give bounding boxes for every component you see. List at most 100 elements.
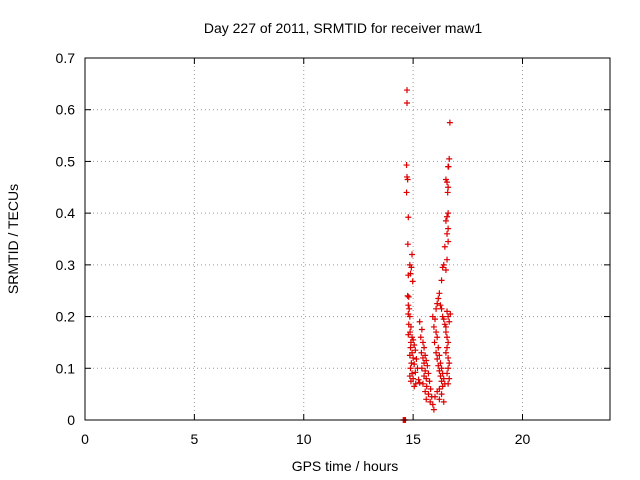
data-point	[416, 318, 423, 325]
data-point	[422, 367, 429, 374]
data-point	[424, 362, 431, 369]
data-points	[400, 87, 454, 423]
data-point	[446, 360, 453, 367]
data-point	[404, 241, 411, 248]
data-point	[446, 318, 453, 325]
data-point	[407, 378, 414, 385]
data-point	[423, 383, 430, 390]
data-point	[429, 401, 436, 408]
data-point	[425, 391, 432, 398]
x-tick-label: 10	[296, 431, 312, 447]
data-point	[405, 214, 412, 221]
x-tick-label: 20	[515, 431, 531, 447]
data-point	[440, 398, 447, 405]
data-point	[405, 331, 412, 338]
data-point	[445, 184, 452, 191]
data-point	[433, 305, 440, 312]
data-point	[445, 210, 452, 217]
data-point	[418, 326, 425, 333]
data-point	[411, 361, 418, 368]
data-point	[444, 256, 451, 263]
data-point	[421, 344, 428, 351]
data-point	[444, 189, 451, 196]
data-point	[421, 360, 428, 367]
data-point	[406, 305, 413, 312]
data-point	[405, 272, 412, 279]
data-point	[445, 380, 452, 387]
data-point	[404, 292, 411, 299]
data-point	[418, 365, 425, 372]
data-point	[404, 87, 410, 94]
data-point	[434, 334, 441, 341]
data-point	[444, 230, 451, 237]
data-point	[408, 360, 415, 367]
data-point	[442, 349, 449, 356]
data-point	[435, 344, 442, 351]
data-point	[444, 213, 451, 220]
axis-ticks: 0 5 10 15 20 0 0.1 0.2 0.3 0.4 0.5 0.6 0.7	[56, 50, 610, 447]
data-point	[435, 362, 442, 369]
data-point	[406, 373, 413, 380]
data-point	[445, 238, 452, 245]
data-point	[412, 369, 419, 376]
data-point	[445, 163, 452, 170]
data-point	[415, 376, 422, 383]
data-point	[438, 391, 445, 398]
data-point	[438, 305, 445, 312]
data-point	[434, 355, 441, 362]
data-point	[405, 302, 412, 309]
data-point	[426, 378, 433, 385]
data-point	[419, 354, 426, 361]
x-tick-label: 5	[190, 431, 198, 447]
data-point	[442, 176, 449, 183]
data-point	[444, 308, 451, 315]
data-point	[436, 367, 443, 374]
data-point	[406, 313, 413, 320]
data-point	[404, 99, 410, 106]
data-point	[432, 316, 438, 323]
data-point	[411, 342, 418, 349]
data-point	[442, 329, 449, 336]
data-point	[403, 162, 410, 169]
data-point	[442, 267, 449, 274]
data-point	[418, 349, 425, 356]
data-point	[409, 251, 416, 258]
data-point	[444, 334, 451, 341]
data-point	[445, 365, 452, 372]
data-point	[407, 323, 414, 330]
data-point	[404, 176, 411, 183]
y-axis-label: SRMTID / TECUs	[5, 184, 21, 294]
x-tick-label: 15	[405, 431, 421, 447]
data-point	[444, 344, 451, 351]
data-point	[446, 155, 453, 162]
data-point	[438, 277, 445, 284]
data-point	[410, 354, 417, 361]
data-point	[412, 347, 419, 354]
data-point	[407, 344, 414, 351]
data-point	[417, 334, 424, 341]
data-point	[440, 316, 447, 323]
data-point	[444, 370, 451, 377]
data-point	[434, 388, 441, 395]
x-axis-label: GPS time / hours	[292, 458, 399, 474]
data-point	[423, 375, 430, 382]
data-point	[430, 323, 437, 330]
data-point	[427, 385, 434, 392]
data-point	[408, 264, 415, 271]
y-tick-label: 0	[67, 412, 75, 428]
data-point	[442, 323, 449, 330]
data-point	[438, 378, 445, 385]
data-point	[432, 393, 438, 400]
data-point	[419, 380, 426, 387]
data-point	[433, 349, 440, 356]
data-point	[436, 290, 443, 297]
data-point	[436, 396, 443, 403]
data-point	[416, 379, 423, 386]
data-point	[407, 365, 414, 372]
data-point	[437, 302, 444, 309]
data-point	[445, 339, 452, 346]
data-point	[406, 352, 413, 359]
data-point	[431, 339, 438, 346]
y-tick-label: 0.2	[56, 309, 76, 325]
data-point	[445, 225, 452, 232]
